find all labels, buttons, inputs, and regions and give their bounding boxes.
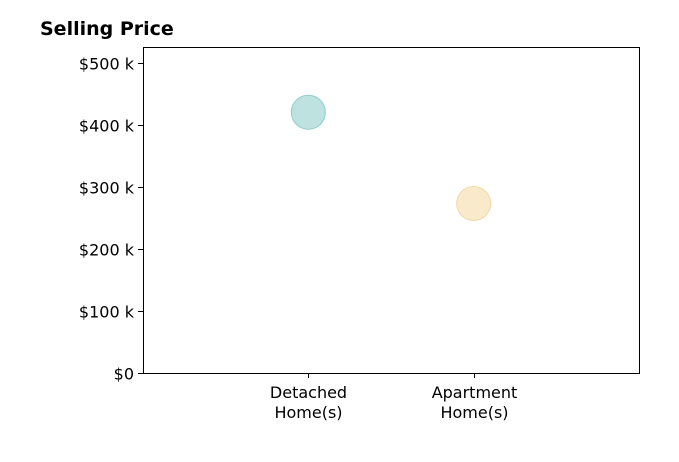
plot-frame — [143, 47, 640, 374]
data-points — [290, 94, 492, 221]
x-tick-label: Detached — [270, 383, 347, 402]
y-tick-label: $200 k — [79, 241, 135, 260]
data-point — [290, 94, 326, 130]
x-tick-label: Home(s) — [440, 403, 508, 422]
x-tick-label: Apartment — [432, 383, 518, 402]
y-tick-label: $300 k — [79, 179, 135, 198]
y-tick-label: $400 k — [79, 117, 135, 136]
y-axis: $0 $100 k $200 k $300 k $400 k $500 k — [79, 55, 143, 384]
chart-title: Selling Price — [40, 18, 174, 40]
y-tick-label: $100 k — [79, 303, 135, 322]
y-tick-label: $500 k — [79, 55, 135, 74]
data-point — [456, 185, 492, 221]
y-tick-label: $0 — [114, 365, 134, 384]
x-tick-label: Home(s) — [274, 403, 342, 422]
